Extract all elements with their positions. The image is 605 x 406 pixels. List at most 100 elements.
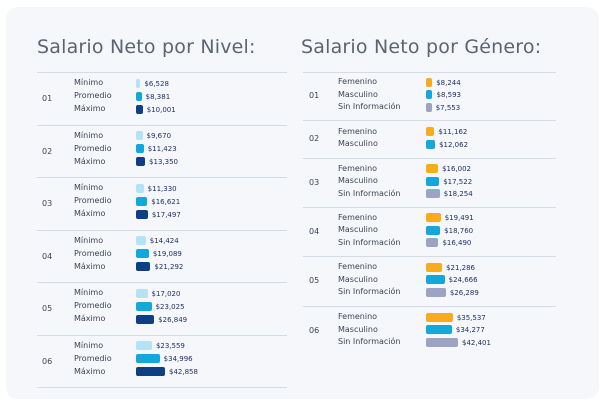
value-label: $42,858 (169, 368, 198, 376)
value-label: $11,162 (438, 128, 468, 136)
bar (136, 196, 148, 206)
category-label: Promedio (74, 248, 112, 258)
category-label: Mínimo (74, 235, 104, 245)
bar (426, 238, 439, 248)
value-label: $34,996 (163, 355, 193, 363)
bar (426, 77, 433, 87)
category-label: Sin Información (338, 188, 401, 198)
bar (426, 287, 446, 297)
value-label: $19,491 (444, 214, 474, 223)
category-label: Promedio (74, 91, 112, 100)
value-label: $8,593 (436, 91, 461, 100)
bar (136, 131, 143, 140)
category-label: Femenino (338, 312, 378, 322)
bar (426, 127, 435, 136)
value-label: $18,254 (443, 190, 473, 199)
bar (136, 236, 146, 245)
value-label: $17,020 (151, 289, 181, 298)
bar (136, 249, 149, 258)
value-label: $13,350 (149, 158, 178, 166)
category-label: Mínimo (74, 130, 104, 140)
level-label: 02 (42, 146, 53, 156)
nivel-chart-title: Salario Neto por Nivel: (37, 36, 256, 58)
category-label: Máximo (74, 156, 106, 166)
level-label: 06 (42, 356, 53, 366)
bar (426, 176, 440, 186)
value-label: $8,381 (145, 92, 171, 101)
row-divider (37, 124, 287, 126)
value-label: $23,025 (155, 302, 185, 311)
level-label: 05 (42, 304, 53, 313)
value-label: $11,330 (147, 184, 177, 193)
category-label: Mínimo (74, 340, 104, 350)
category-label: Masculino (338, 225, 378, 235)
category-label: Promedio (74, 301, 112, 310)
category-label: Mínimo (74, 78, 104, 87)
bar (426, 102, 432, 112)
bar (136, 367, 165, 376)
category-label: Máximo (74, 104, 106, 113)
row-divider (37, 177, 287, 178)
value-label: $12,062 (439, 140, 469, 149)
category-label: Promedio (74, 196, 112, 205)
bar (426, 90, 433, 100)
row-divider (303, 256, 556, 257)
category-label: Masculino (338, 324, 378, 334)
level-label: 05 (309, 276, 320, 285)
level-label: 06 (309, 326, 320, 335)
category-label: Sin Información (338, 237, 401, 247)
row-divider (37, 72, 287, 73)
row-divider (303, 120, 556, 121)
category-label: Máximo (74, 261, 106, 271)
category-label: Máximo (74, 314, 106, 323)
category-label: Mínimo (74, 288, 104, 297)
bar (136, 262, 151, 271)
bar (426, 164, 439, 174)
row-divider (37, 282, 287, 283)
level-label: 03 (309, 177, 320, 187)
bar (136, 91, 142, 101)
value-label: $42,401 (462, 338, 491, 347)
level-label: 01 (309, 91, 320, 100)
bar (426, 139, 436, 149)
bar (136, 157, 146, 166)
bar (426, 213, 441, 223)
value-label: $26,289 (449, 288, 479, 297)
level-label: 04 (309, 226, 320, 236)
category-label: Femenino (338, 163, 378, 173)
category-label: Mínimo (74, 183, 104, 192)
row-divider (303, 306, 556, 307)
level-label: 04 (42, 251, 53, 261)
value-label: $10,001 (146, 105, 176, 114)
value-label: $18,760 (444, 226, 474, 235)
bar (136, 288, 148, 298)
value-label: $14,424 (149, 237, 179, 245)
value-label: $35,537 (456, 313, 486, 322)
value-label: $34,277 (455, 326, 485, 335)
value-label: $21,286 (446, 263, 476, 272)
row-divider (303, 158, 556, 159)
category-label: Sin Información (338, 287, 401, 297)
category-label: Promedio (74, 353, 112, 363)
value-label: $19,089 (152, 250, 182, 258)
row-divider (37, 387, 287, 388)
value-label: $26,849 (158, 315, 188, 324)
bar (136, 144, 144, 153)
category-label: Máximo (74, 209, 106, 218)
level-label: 01 (42, 94, 53, 103)
value-label: $16,002 (442, 165, 472, 174)
category-label: Masculino (338, 274, 378, 284)
value-label: $8,244 (436, 78, 461, 87)
value-label: $11,423 (147, 145, 177, 153)
category-label: Femenino (338, 77, 378, 87)
bar (426, 262, 443, 272)
bar (136, 314, 155, 324)
row-divider (303, 72, 556, 73)
value-label: $6,528 (144, 79, 169, 88)
bar (136, 301, 152, 311)
value-label: $9,670 (146, 132, 172, 140)
value-label: $21,292 (154, 263, 184, 271)
level-label: 03 (42, 199, 53, 208)
value-label: $16,621 (151, 197, 181, 206)
value-label: $16,490 (442, 239, 472, 248)
